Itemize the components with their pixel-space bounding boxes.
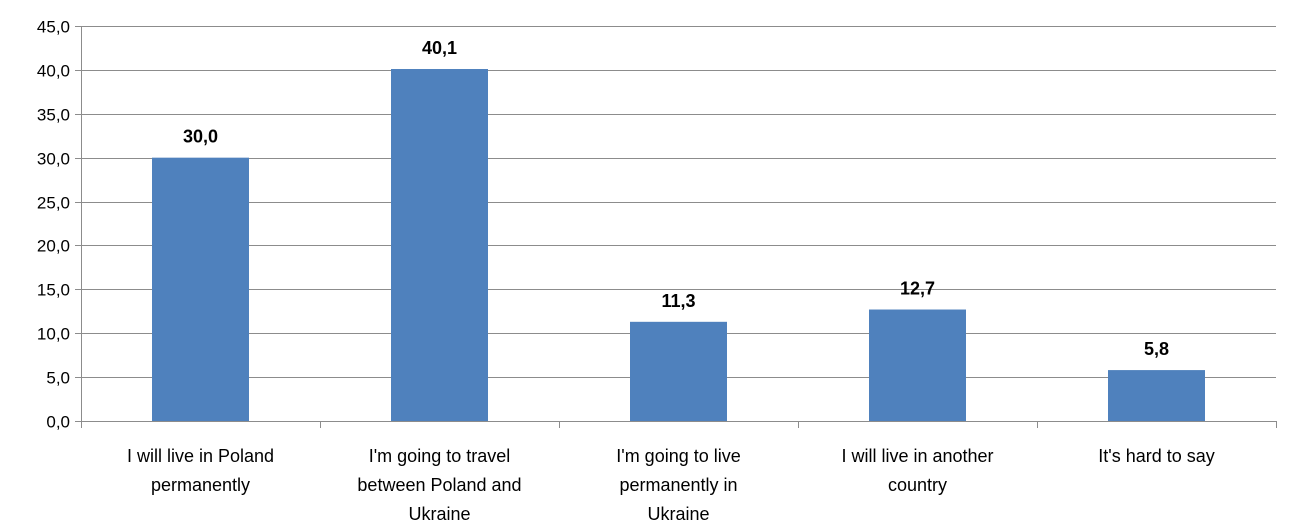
- y-tick-label: 30,0: [37, 150, 70, 169]
- x-category-label-line: It's hard to say: [1098, 446, 1215, 466]
- y-tick-label: 25,0: [37, 194, 70, 213]
- x-category-label: It's hard to say: [1098, 446, 1215, 466]
- x-category-label-line: permanently: [151, 475, 250, 495]
- bar: [630, 321, 727, 421]
- x-category-label: I will live in Poland permanently: [127, 446, 274, 495]
- data-label: 5,8: [1144, 339, 1169, 359]
- data-label: 12,7: [900, 279, 935, 299]
- x-category-label-line: I will live in another: [841, 446, 993, 466]
- y-tick-label: 20,0: [37, 237, 70, 256]
- data-label: 11,3: [661, 291, 695, 311]
- gridlines: [81, 26, 1276, 378]
- x-category-label: I'm going to live permanently in Ukraine: [616, 446, 741, 524]
- x-category-label-line: permanently in: [619, 475, 737, 495]
- y-tick-label: 10,0: [37, 325, 70, 344]
- x-category-label-line: country: [888, 475, 947, 495]
- bar: [1108, 370, 1205, 421]
- x-category-label-line: I'm going to travel: [369, 446, 511, 466]
- data-label: 40,1: [422, 38, 457, 58]
- x-category-label-line: between Poland and: [357, 475, 521, 495]
- y-tick-label: 35,0: [37, 106, 70, 125]
- x-category-label-line: Ukraine: [408, 504, 470, 524]
- x-category-label-line: Ukraine: [647, 504, 709, 524]
- data-label: 30,0: [183, 127, 218, 147]
- bar: [152, 157, 249, 421]
- x-category-label-line: I'm going to live: [616, 446, 741, 466]
- axes: [75, 26, 1277, 428]
- labels: 0,0 5,0 10,0 15,0 20,0 25,0 30,0 35,0 40,0 45,0 30…: [37, 18, 1215, 525]
- y-tick-label: 40,0: [37, 62, 70, 81]
- x-category-label: I will live in another country: [841, 446, 993, 495]
- bar: [391, 69, 488, 421]
- y-tick-label: 5,0: [46, 369, 70, 388]
- x-category-label-line: I will live in Poland: [127, 446, 274, 466]
- x-category-label: I'm going to travel between Poland and Ukr…: [357, 446, 521, 524]
- bars: [152, 69, 1205, 421]
- y-tick-label: 0,0: [46, 413, 70, 432]
- y-tick-label: 45,0: [37, 18, 70, 37]
- y-tick-label: 15,0: [37, 281, 70, 300]
- bar: [869, 309, 966, 421]
